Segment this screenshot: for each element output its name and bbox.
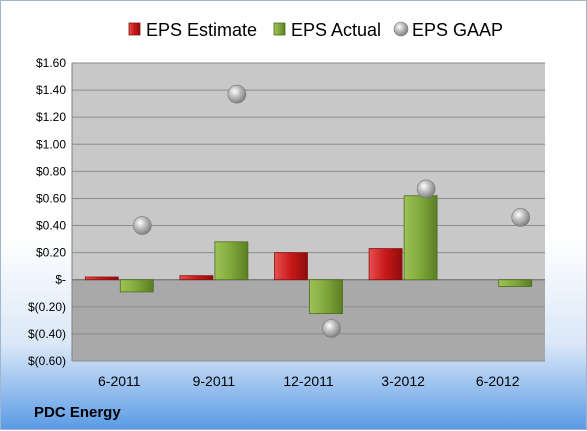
eps-gaap-marker (133, 216, 152, 235)
legend-swatch (393, 21, 409, 37)
legend-label: EPS Actual (291, 20, 381, 40)
y-tick-label: $(0.20) (28, 300, 66, 314)
eps-estimate-bar (274, 252, 308, 281)
eps-estimate-bar (368, 248, 403, 281)
y-tick-label: $- (55, 273, 66, 287)
y-tick-label: $(0.60) (28, 354, 66, 368)
chart-legend: EPS Estimate EPS Actual EPS GAAP (128, 20, 503, 40)
legend-item-eps-estimate: EPS Estimate (128, 20, 257, 40)
x-tick-label: 9-2011 (193, 373, 236, 389)
company-label: PDC Energy (34, 404, 121, 421)
y-tick-label: $0.80 (36, 164, 66, 178)
eps-estimate-bar (84, 276, 119, 281)
legend-label: EPS Estimate (146, 20, 257, 40)
eps-actual-bar (498, 279, 533, 287)
eps-actual-bar (214, 241, 249, 281)
x-tick-label: 6-2012 (476, 373, 520, 389)
x-tick-label: 12-2011 (283, 373, 334, 389)
eps-estimate-bar (179, 275, 214, 281)
x-tick-label: 6-2011 (98, 373, 141, 389)
y-tick-label: $(0.40) (28, 327, 66, 341)
y-tick-label: $0.60 (36, 191, 66, 205)
y-tick-label: $1.20 (36, 110, 66, 124)
eps-gaap-marker (511, 208, 531, 227)
eps-actual-bar (309, 279, 343, 314)
plot-background-negative (72, 279, 545, 361)
y-tick-label: $0.20 (36, 246, 66, 260)
plot-area: $1.60 $1.40 $1.20 $1.00 $0.80 $0.60 $0.40 $0.20… (28, 56, 545, 389)
legend-item-eps-gaap: EPS GAAP (393, 20, 503, 40)
eps-actual-bar (403, 195, 438, 281)
legend-swatch (128, 22, 141, 36)
y-tick-label: $1.00 (36, 137, 66, 151)
y-tick-label: $1.60 (36, 56, 66, 70)
legend-swatch (273, 22, 286, 36)
legend-item-eps-actual: EPS Actual (273, 20, 381, 40)
legend-label: EPS GAAP (412, 20, 503, 40)
eps-gaap-marker (416, 179, 436, 199)
x-tick-label: 3-2012 (381, 373, 425, 389)
eps-actual-bar (119, 279, 154, 293)
y-tick-label: $0.40 (36, 219, 66, 233)
eps-gaap-marker (227, 84, 247, 104)
y-tick-label: $1.40 (36, 83, 66, 97)
eps-gaap-marker (322, 319, 341, 338)
